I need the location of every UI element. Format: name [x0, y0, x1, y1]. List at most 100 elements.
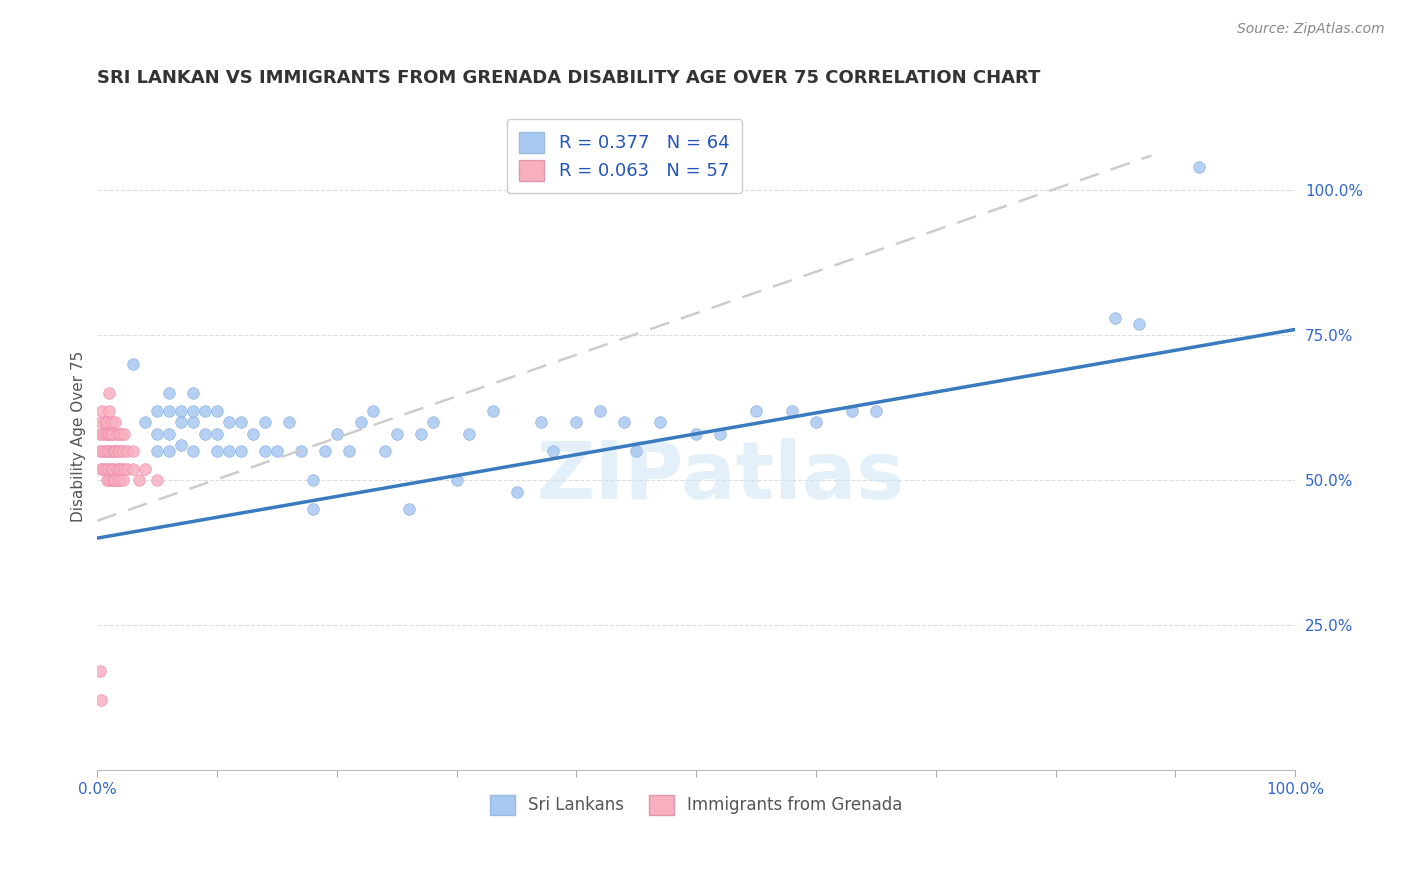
Point — [91, 426, 114, 441]
Point — [91, 461, 114, 475]
Point — [134, 461, 156, 475]
Point — [541, 444, 564, 458]
Point — [409, 426, 432, 441]
Point — [105, 461, 128, 475]
Point — [146, 473, 169, 487]
Point — [290, 444, 312, 458]
Point — [242, 426, 264, 441]
Point — [93, 444, 115, 458]
Point — [194, 426, 217, 441]
Point — [146, 444, 169, 458]
Point — [100, 473, 122, 487]
Point — [157, 444, 180, 458]
Point — [314, 444, 336, 458]
Point — [350, 415, 373, 429]
Point — [111, 444, 134, 458]
Point — [194, 403, 217, 417]
Point — [745, 403, 768, 417]
Point — [103, 444, 125, 458]
Point — [90, 461, 112, 475]
Point — [685, 426, 707, 441]
Point — [122, 461, 145, 475]
Point — [96, 415, 118, 429]
Point — [101, 426, 124, 441]
Point — [157, 426, 180, 441]
Point — [98, 473, 121, 487]
Point — [100, 415, 122, 429]
Point — [122, 357, 145, 371]
Point — [170, 415, 193, 429]
Point — [266, 444, 288, 458]
Point — [90, 415, 112, 429]
Point — [108, 444, 131, 458]
Point — [110, 426, 132, 441]
Point — [97, 461, 120, 475]
Point — [96, 473, 118, 487]
Point — [122, 444, 145, 458]
Point — [422, 415, 444, 429]
Point — [326, 426, 349, 441]
Point — [89, 665, 111, 679]
Point — [112, 461, 135, 475]
Point — [105, 426, 128, 441]
Point — [98, 403, 121, 417]
Point — [481, 403, 503, 417]
Point — [96, 444, 118, 458]
Point — [181, 386, 204, 401]
Point — [1128, 317, 1150, 331]
Point — [107, 444, 129, 458]
Point — [94, 461, 117, 475]
Point — [626, 444, 648, 458]
Point — [170, 403, 193, 417]
Point — [117, 444, 139, 458]
Point — [117, 461, 139, 475]
Point — [112, 426, 135, 441]
Point — [398, 502, 420, 516]
Text: Source: ZipAtlas.com: Source: ZipAtlas.com — [1237, 22, 1385, 37]
Point — [254, 415, 277, 429]
Point — [94, 426, 117, 441]
Point — [104, 473, 127, 487]
Point — [709, 426, 731, 441]
Point — [841, 403, 863, 417]
Point — [278, 415, 301, 429]
Point — [1104, 310, 1126, 325]
Text: SRI LANKAN VS IMMIGRANTS FROM GRENADA DISABILITY AGE OVER 75 CORRELATION CHART: SRI LANKAN VS IMMIGRANTS FROM GRENADA DI… — [97, 69, 1040, 87]
Point — [170, 438, 193, 452]
Point — [457, 426, 479, 441]
Point — [302, 473, 325, 487]
Point — [157, 403, 180, 417]
Point — [103, 473, 125, 487]
Point — [446, 473, 468, 487]
Point — [93, 415, 115, 429]
Point — [385, 426, 408, 441]
Point — [128, 473, 150, 487]
Point — [589, 403, 612, 417]
Text: ZIPatlas: ZIPatlas — [536, 438, 904, 516]
Point — [218, 415, 240, 429]
Point — [205, 403, 228, 417]
Point — [108, 473, 131, 487]
Point — [108, 461, 131, 475]
Point — [100, 426, 122, 441]
Point — [613, 415, 636, 429]
Point — [229, 444, 252, 458]
Point — [1188, 160, 1211, 174]
Point — [181, 403, 204, 417]
Point — [804, 415, 827, 429]
Point — [181, 444, 204, 458]
Point — [107, 473, 129, 487]
Point — [100, 461, 122, 475]
Point — [650, 415, 672, 429]
Point — [529, 415, 551, 429]
Point — [361, 403, 384, 417]
Point — [865, 403, 887, 417]
Point — [181, 415, 204, 429]
Point — [111, 473, 134, 487]
Point — [100, 444, 122, 458]
Point — [146, 403, 169, 417]
Point — [101, 461, 124, 475]
Point — [98, 426, 121, 441]
Point — [104, 444, 127, 458]
Point — [89, 426, 111, 441]
